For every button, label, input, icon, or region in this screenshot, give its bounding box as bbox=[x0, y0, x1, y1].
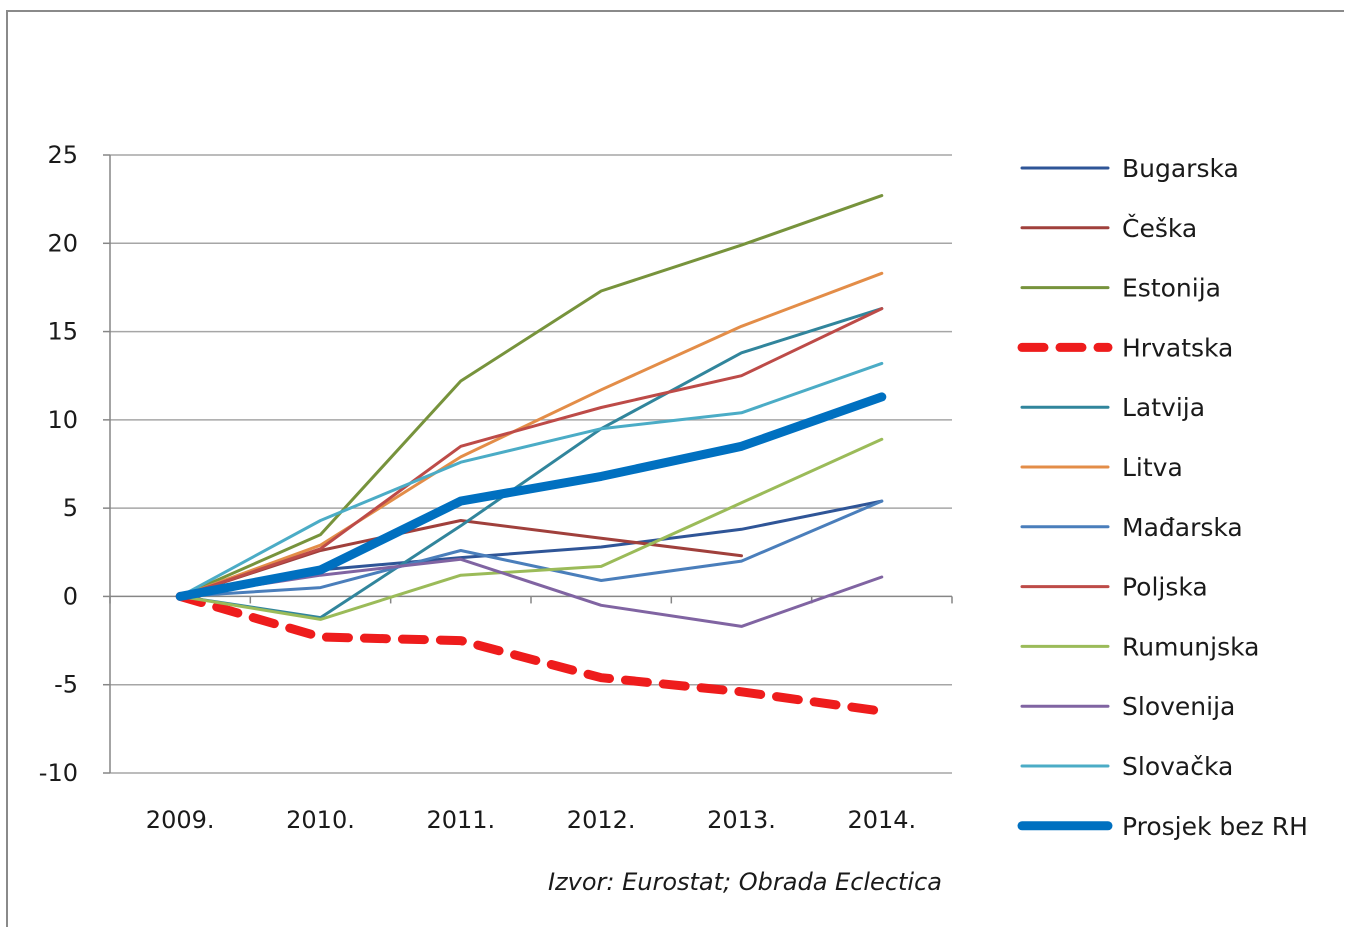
x-tick-label: 2010. bbox=[286, 806, 355, 834]
x-tick-label: 2011. bbox=[426, 806, 495, 834]
x-tick-label: 2013. bbox=[707, 806, 776, 834]
y-tick-label: 15 bbox=[47, 318, 78, 346]
series-line-10 bbox=[178, 361, 884, 598]
series-line-11 bbox=[175, 392, 887, 601]
legend-label: Rumunjska bbox=[1122, 632, 1259, 661]
legend-label: Slovenija bbox=[1122, 692, 1235, 721]
series-line-3 bbox=[175, 591, 887, 716]
chart-frame bbox=[6, 10, 1344, 927]
y-tick-label: 10 bbox=[47, 406, 78, 434]
series-line-7 bbox=[178, 307, 884, 598]
y-tick-label: 20 bbox=[47, 229, 78, 257]
legend: Bugarska Češka Estonija Hrvatska Latvija Litv… bbox=[1017, 154, 1308, 841]
legend-label: Latvija bbox=[1122, 393, 1205, 422]
legend-label: Poljska bbox=[1122, 573, 1208, 602]
legend-label: Hrvatska bbox=[1122, 333, 1233, 362]
x-tick-label: 2014. bbox=[847, 806, 916, 834]
axes: 25 20 15 10 5 0 -5 -10 2009. 2010. 2011. 2012. 2013.… bbox=[39, 141, 953, 834]
legend-label: Bugarska bbox=[1122, 154, 1239, 183]
x-tick-label: 2009. bbox=[146, 806, 215, 834]
series-line-2 bbox=[178, 194, 884, 598]
y-tick-label: -10 bbox=[39, 759, 78, 787]
series-line-5 bbox=[178, 271, 884, 598]
legend-label: Slovačka bbox=[1122, 752, 1233, 781]
y-tick-label: 0 bbox=[63, 582, 78, 610]
legend-label: Mađarska bbox=[1122, 513, 1243, 542]
source-annotation: Izvor: Eurostat; Obrada Eclectica bbox=[548, 868, 942, 896]
series-line-6 bbox=[178, 499, 884, 598]
y-tick-label: 5 bbox=[63, 494, 78, 522]
legend-label: Češka bbox=[1122, 213, 1197, 243]
x-tick-label: 2012. bbox=[567, 806, 636, 834]
series-line-8 bbox=[178, 437, 884, 621]
legend-label: Prosjek bez RH bbox=[1122, 812, 1308, 841]
y-tick-label: 25 bbox=[47, 141, 78, 169]
legend-label: Litva bbox=[1122, 453, 1183, 482]
legend-label: Estonija bbox=[1122, 274, 1221, 303]
y-tick-label: -5 bbox=[54, 671, 78, 699]
series-lines bbox=[175, 194, 887, 716]
